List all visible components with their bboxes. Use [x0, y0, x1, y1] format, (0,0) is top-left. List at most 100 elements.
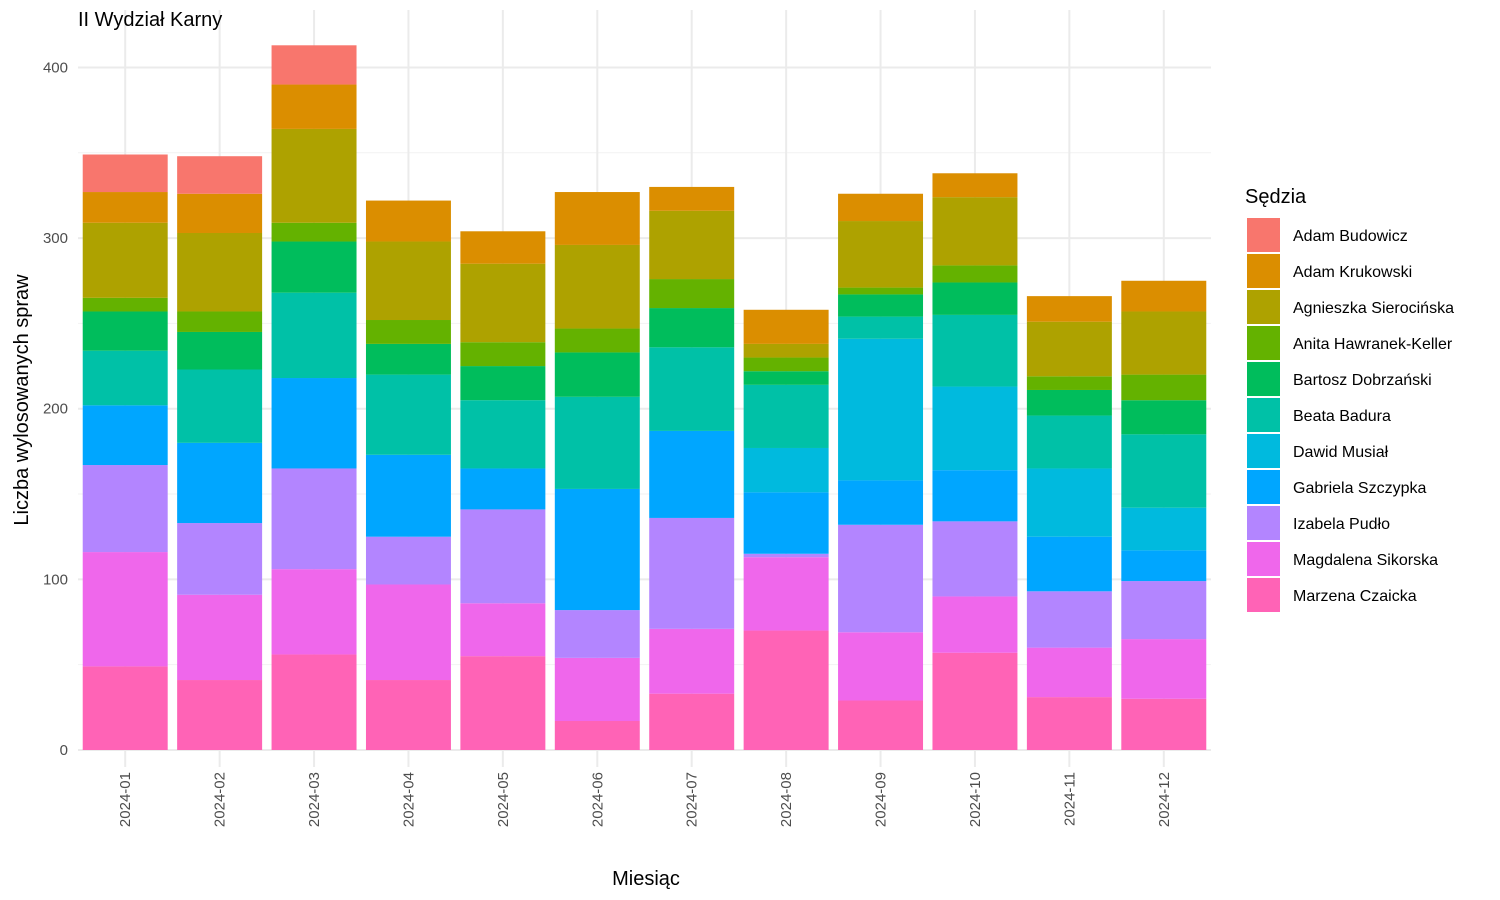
bar-segment: [838, 700, 924, 750]
bar-segment: [177, 232, 263, 312]
bar-segment: [1121, 374, 1207, 401]
bar-segment: [82, 192, 168, 223]
bar-segment: [177, 594, 263, 681]
bar-segment: [460, 400, 546, 469]
bar-segment: [1026, 536, 1112, 592]
bar-segment: [743, 557, 829, 631]
bar-segment: [838, 316, 924, 339]
bar-segment: [365, 584, 451, 681]
legend-key: [1247, 506, 1280, 540]
bar-segment: [1121, 434, 1207, 508]
bar-segment: [838, 287, 924, 295]
y-tick-label: 200: [43, 401, 68, 418]
bar-segment: [271, 241, 357, 293]
bar-segment: [743, 343, 829, 358]
bar-segment: [1121, 581, 1207, 640]
legend-label: Beata Badura: [1293, 408, 1391, 425]
bar-segment: [177, 680, 263, 750]
bar-segment: [1026, 591, 1112, 648]
legend-key: [1247, 362, 1280, 396]
legend-label: Adam Budowicz: [1293, 228, 1408, 245]
x-tick-label: 2024-05: [495, 772, 512, 827]
bar-segment: [838, 632, 924, 701]
x-tick-label: 2024-02: [212, 772, 229, 827]
bar-segment: [649, 430, 735, 518]
bar-segment: [649, 517, 735, 629]
legend-label: Marzena Czaicka: [1293, 588, 1417, 605]
bar-segment: [82, 297, 168, 312]
bar-segment: [554, 488, 640, 611]
bar-segment: [554, 328, 640, 353]
bar-segment: [1121, 698, 1207, 750]
axis-layer: 0 100 200 300 400 2024-01 2024-02 2024-03 2024-0…: [43, 59, 1173, 827]
bar-segment: [743, 357, 829, 372]
legend-label: Magdalena Sikorska: [1293, 552, 1438, 569]
bar-segment: [554, 657, 640, 721]
bar-segment: [365, 680, 451, 750]
bar-segment: [1026, 296, 1112, 322]
bar-segment: [460, 468, 546, 510]
bar-segment: [932, 265, 1018, 283]
bar-segment: [1026, 647, 1112, 698]
legend-label: Anita Hawranek-Keller: [1293, 336, 1453, 353]
legend-key: [1247, 434, 1280, 468]
bar-segment: [365, 454, 451, 537]
bar-segment: [177, 193, 263, 233]
x-tick-label: 2024-04: [400, 772, 417, 827]
bar-segment: [932, 314, 1018, 387]
bar-segment: [743, 384, 829, 448]
bar-segment: [743, 371, 829, 385]
legend-title: Sędzia: [1245, 186, 1307, 208]
bar-segment: [1026, 376, 1112, 390]
bar-segment: [271, 569, 357, 655]
legend-key: [1247, 398, 1280, 432]
bar-segment: [365, 241, 451, 321]
bar-segment: [838, 193, 924, 222]
x-tick-label: 2024-03: [306, 772, 323, 827]
legend-label: Bartosz Dobrzański: [1293, 372, 1432, 389]
bar-segment: [932, 173, 1018, 198]
bar-segment: [838, 338, 924, 481]
bar-segment: [460, 603, 546, 657]
x-axis-title: Miesiąc: [612, 868, 680, 890]
x-tick-label: 2024-12: [1156, 772, 1173, 827]
bar-segment: [82, 465, 168, 553]
legend-label: Agnieszka Sierocińska: [1293, 300, 1454, 317]
legend-label: Gabriela Szczypka: [1293, 480, 1426, 497]
x-tick-label: 2024-10: [967, 772, 984, 827]
bar-segment: [1121, 280, 1207, 312]
bar-segment: [1121, 311, 1207, 375]
bar-segment: [838, 524, 924, 633]
bar-segment: [1026, 415, 1112, 469]
bar-segment: [743, 553, 829, 558]
bar-segment: [271, 292, 357, 379]
x-tick-label: 2024-11: [1061, 772, 1078, 826]
bar-segment: [177, 369, 263, 443]
bars-layer: [82, 45, 1207, 750]
bar-segment: [82, 154, 168, 193]
legend-key: [1247, 254, 1280, 288]
bar-segment: [365, 343, 451, 375]
legend: Sędzia Adam Budowicz Adam Krukowski Agnies…: [1245, 186, 1454, 612]
bar-segment: [271, 378, 357, 469]
bar-segment: [554, 720, 640, 750]
bar-segment: [365, 536, 451, 585]
bar-segment: [271, 128, 357, 223]
bar-segment: [460, 366, 546, 401]
bar-segment: [649, 693, 735, 750]
bar-segment: [554, 352, 640, 397]
bar-segment: [838, 221, 924, 288]
bar-segment: [1121, 400, 1207, 435]
bar-segment: [271, 468, 357, 570]
bar-segment: [177, 442, 263, 524]
y-tick-label: 400: [43, 59, 68, 76]
bar-segment: [365, 320, 451, 344]
legend-key: [1247, 218, 1280, 252]
bar-segment: [460, 656, 546, 750]
bar-segment: [460, 263, 546, 343]
bar-segment: [554, 244, 640, 329]
bar-segment: [1121, 639, 1207, 699]
bar-segment: [1026, 389, 1112, 416]
